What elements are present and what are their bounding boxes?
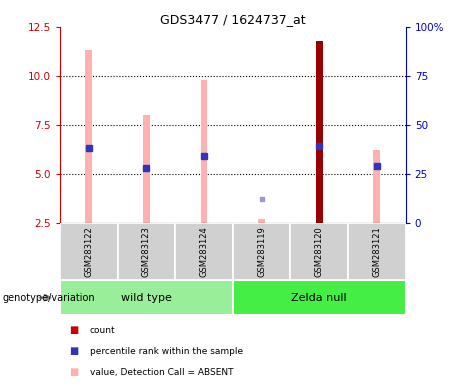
Text: wild type: wild type (121, 293, 172, 303)
Bar (290, 223, 348, 280)
Text: GSM283124: GSM283124 (200, 226, 208, 277)
Text: percentile rank within the sample: percentile rank within the sample (90, 347, 243, 356)
Text: ■: ■ (69, 367, 78, 377)
Bar (201, 80, 207, 223)
Bar (373, 150, 380, 223)
Text: GSM283120: GSM283120 (315, 226, 324, 277)
Title: GDS3477 / 1624737_at: GDS3477 / 1624737_at (160, 13, 306, 26)
Bar (60, 280, 233, 315)
Text: GSM283122: GSM283122 (84, 226, 93, 277)
Text: ■: ■ (69, 346, 78, 356)
Bar (348, 223, 406, 280)
Text: GSM283119: GSM283119 (257, 226, 266, 277)
Text: ■: ■ (69, 325, 78, 335)
Text: count: count (90, 326, 116, 335)
Bar (316, 41, 323, 223)
Text: Zelda null: Zelda null (291, 293, 347, 303)
Bar (175, 223, 233, 280)
Bar (118, 223, 175, 280)
Bar (85, 50, 92, 223)
Bar (233, 280, 406, 315)
Text: GSM283123: GSM283123 (142, 226, 151, 277)
Text: value, Detection Call = ABSENT: value, Detection Call = ABSENT (90, 368, 233, 377)
Text: GSM283121: GSM283121 (372, 226, 381, 277)
Bar (258, 219, 265, 223)
Bar (233, 223, 290, 280)
Text: genotype/variation: genotype/variation (2, 293, 95, 303)
Bar (143, 115, 150, 223)
Bar (60, 223, 118, 280)
